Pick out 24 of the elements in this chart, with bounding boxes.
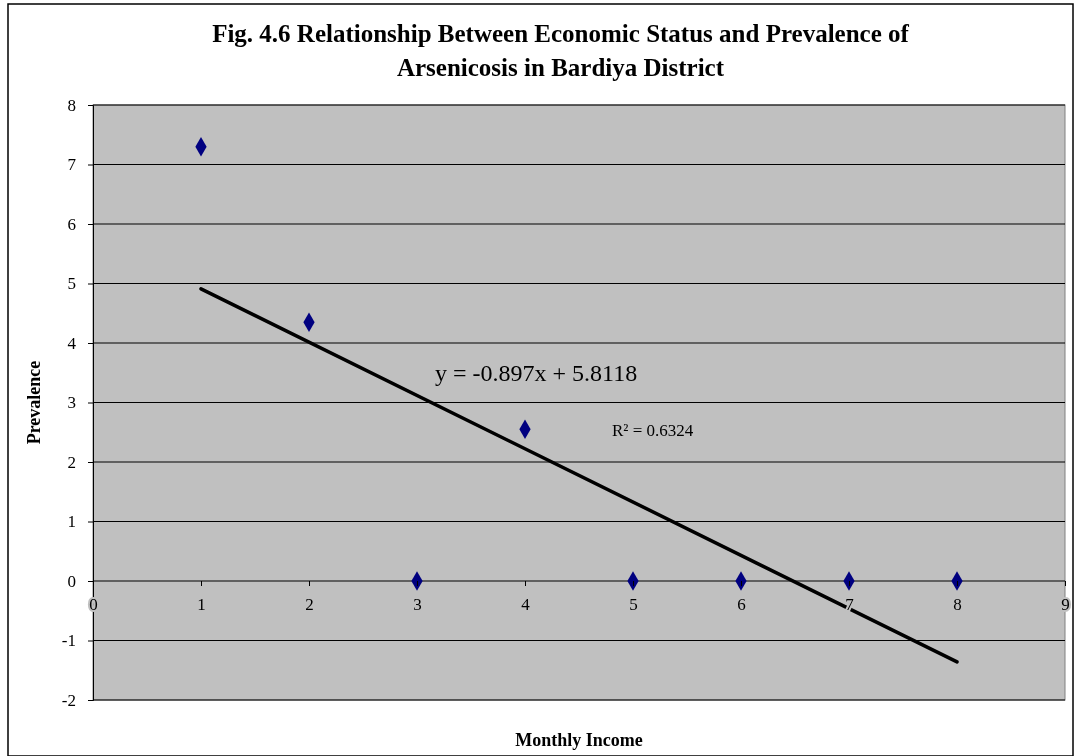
y-tick-label: 0 bbox=[67, 571, 76, 591]
x-tick-label: 6 bbox=[737, 595, 746, 615]
y-axis-title: Prevalence bbox=[24, 360, 44, 445]
x-tick-label: 2 bbox=[305, 595, 314, 615]
chart-title: Fig. 4.6 Relationship Between Economic Status and Prevalence of Arsenicosis in Bardiya District bbox=[212, 20, 910, 81]
y-tick-label: 7 bbox=[67, 155, 77, 175]
y-tick-label: -2 bbox=[61, 690, 76, 710]
y-tick-label: 2 bbox=[67, 452, 76, 472]
x-tick-label: 8 bbox=[953, 595, 962, 615]
y-tick-label: 5 bbox=[67, 274, 76, 294]
y-tick-label: 3 bbox=[67, 393, 76, 413]
x-tick-label: 9 bbox=[1061, 595, 1070, 615]
y-tick-label: 6 bbox=[67, 214, 76, 234]
x-axis-title: Monthly Income bbox=[515, 730, 643, 750]
annotation: R² = 0.6324 bbox=[612, 421, 694, 440]
annotation: y = -0.897x + 5.8118 bbox=[435, 360, 638, 386]
y-tick-label: 1 bbox=[67, 512, 76, 532]
x-tick-label: 1 bbox=[197, 595, 206, 615]
y-tick-label: -1 bbox=[61, 631, 76, 651]
y-tick-label: 8 bbox=[67, 95, 76, 115]
y-tick-label: 4 bbox=[67, 333, 77, 353]
x-tick-label: 5 bbox=[629, 595, 638, 615]
x-tick-label: 4 bbox=[521, 595, 531, 615]
x-tick-label: 3 bbox=[413, 595, 422, 615]
